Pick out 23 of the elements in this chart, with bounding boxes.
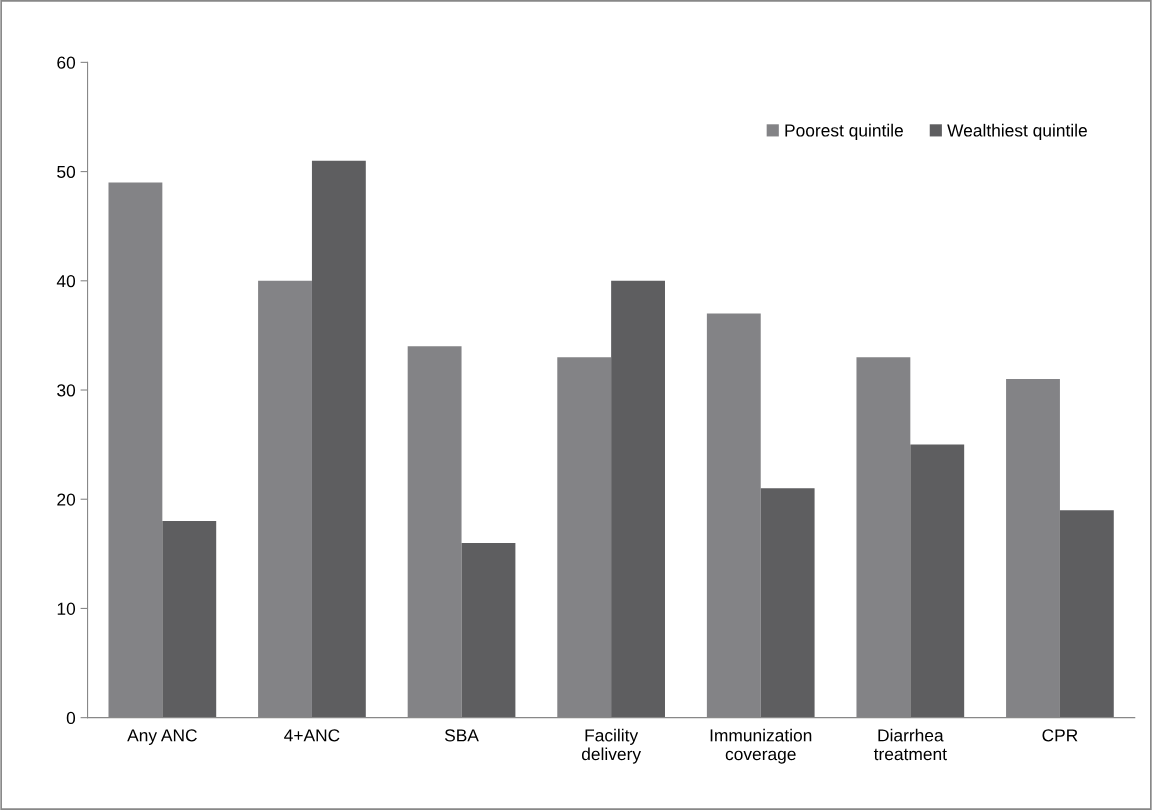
bar xyxy=(162,521,217,718)
y-tick-label: 30 xyxy=(57,384,76,397)
bar xyxy=(311,160,366,718)
x-tick-label: CPR xyxy=(1042,729,1078,742)
x-tick-label: Diarrhea treatment xyxy=(873,728,947,761)
y-tick-label: 20 xyxy=(57,493,76,506)
y-tick-label: 10 xyxy=(57,602,76,615)
y-tick-label: 40 xyxy=(56,274,76,288)
legend-label: Poorest quintile xyxy=(785,123,903,141)
y-tick-label: 0 xyxy=(66,711,76,725)
x-tick-label: 4+ANC xyxy=(284,729,340,742)
bar xyxy=(1059,510,1114,718)
bar xyxy=(760,488,815,718)
y-tick-label: 50 xyxy=(57,165,76,179)
x-tick-label: Any ANC xyxy=(127,729,197,745)
x-tick-label: Immunization coverage xyxy=(710,728,812,764)
x-tick-label: Facility delivery xyxy=(581,728,642,764)
bar xyxy=(910,444,965,718)
legend-label: Wealthiest quintile xyxy=(947,123,1087,141)
bar xyxy=(611,280,665,718)
bar xyxy=(461,542,516,718)
y-tick-label: 60 xyxy=(57,56,76,69)
x-tick-label: SBA xyxy=(444,729,479,742)
